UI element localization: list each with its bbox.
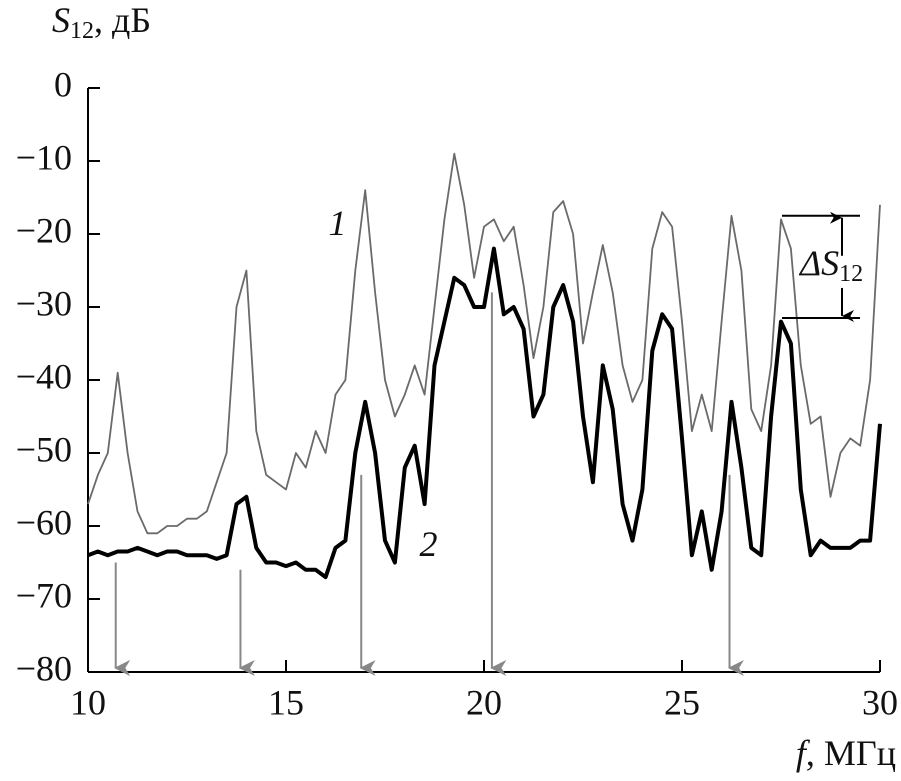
y-tick-label: −20 [16, 210, 72, 250]
x-axis-label: f, МГц [796, 733, 896, 773]
y-tick-label: −80 [16, 648, 72, 688]
x-tick-label: 25 [664, 682, 700, 722]
delta-label-main: ΔS [798, 243, 839, 283]
y-tick-label: 0 [54, 64, 72, 104]
y-axis-label: S12, дБ [52, 0, 151, 43]
y-tick-label: −40 [16, 356, 72, 396]
series-line [87, 246, 882, 580]
x-tick-label: 20 [466, 682, 502, 722]
delta-label: ΔS12 [798, 243, 863, 286]
y-tick-label: −10 [16, 137, 72, 177]
x-tick-label: 10 [70, 682, 106, 722]
series-label: 1 [328, 203, 346, 243]
x-tick-label: 30 [862, 682, 898, 722]
x-label-rest: , МГц [806, 733, 896, 773]
y-label-rest: , дБ [94, 0, 151, 40]
delta-label-sub: 12 [839, 260, 863, 286]
y-label-main: S [52, 0, 70, 40]
x-tick-label: 15 [268, 682, 304, 722]
y-tick-label: −50 [16, 429, 72, 469]
y-tick-label: −60 [16, 502, 72, 542]
series-label: 2 [420, 524, 438, 564]
y-tick-label: −70 [16, 575, 72, 615]
y-tick-label: −30 [16, 283, 72, 323]
series-line [87, 152, 881, 535]
y-label-sub: 12 [70, 18, 94, 44]
